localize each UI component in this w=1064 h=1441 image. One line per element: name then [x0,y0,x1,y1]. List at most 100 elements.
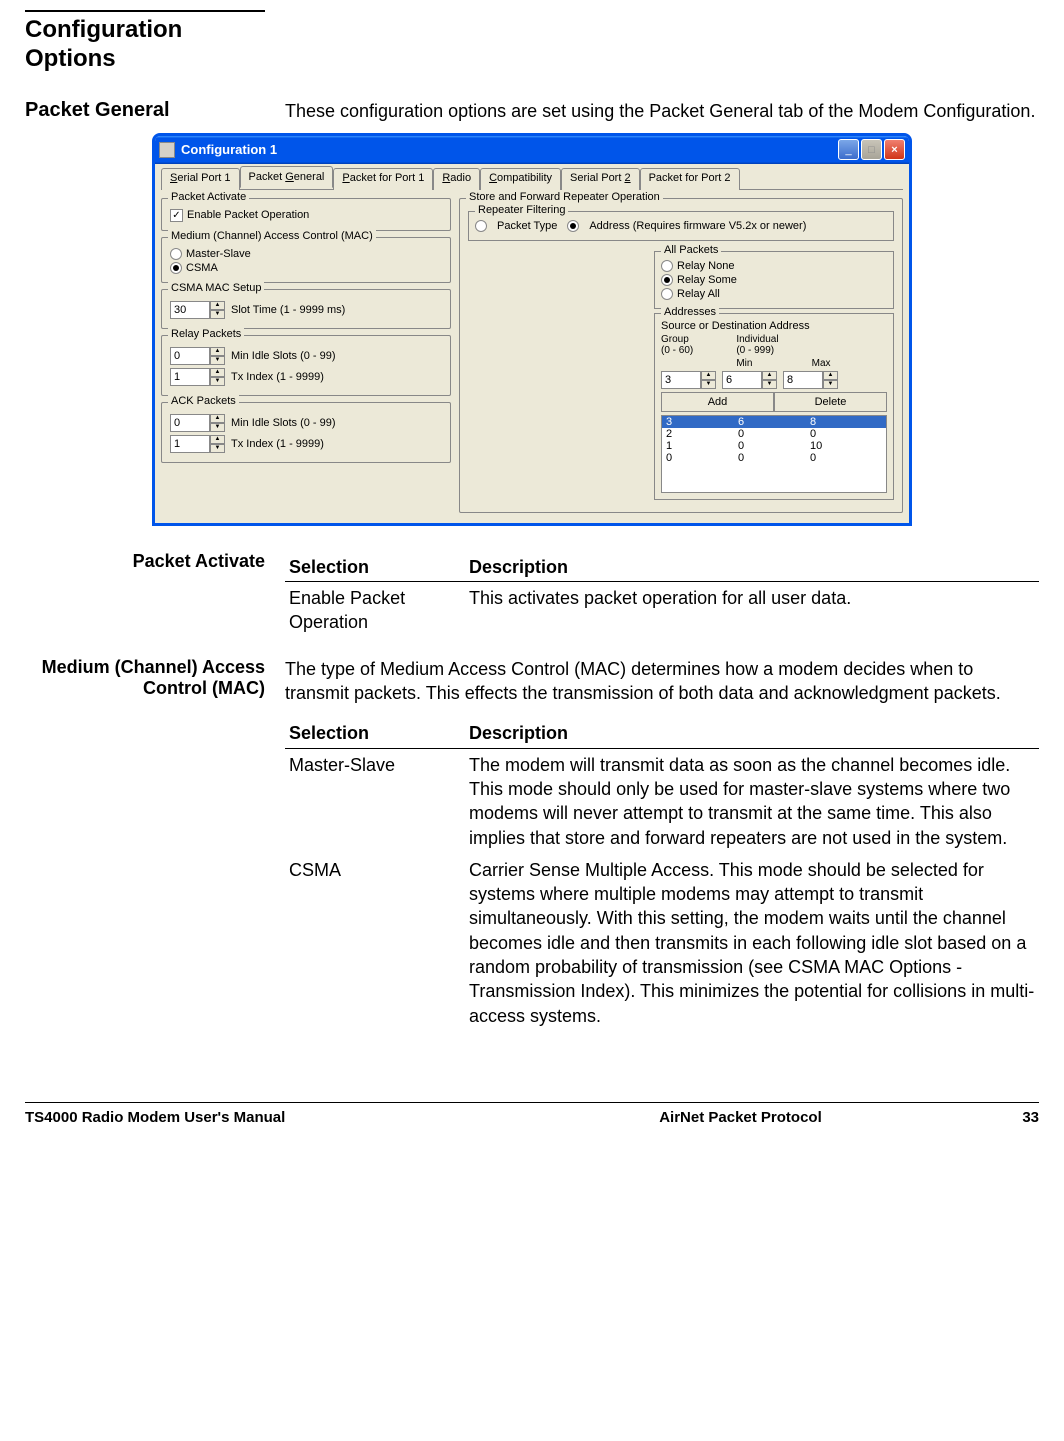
table-packet-activate: SelectionDescription Enable Packet Opera… [285,553,1039,639]
tab-packet-general[interactable]: Packet General [240,166,334,188]
tab-serial-port-2[interactable]: Serial Port 2 [561,168,640,190]
input-max[interactable] [783,371,823,389]
close-button[interactable]: × [884,139,905,160]
radio-csma-label: CSMA [186,262,218,274]
maximize-button[interactable]: □ [861,139,882,160]
group-addresses: Addresses Source or Destination Address … [654,313,894,500]
input-min[interactable] [722,371,762,389]
radio-relay-none[interactable] [661,260,673,272]
page-footer: TS4000 Radio Modem User's Manual AirNet … [25,1102,1039,1126]
radio-relay-all[interactable] [661,288,673,300]
list-item[interactable]: 200 [662,428,886,440]
app-icon [159,142,175,158]
footer-right: 33 [979,1109,1039,1126]
titlebar[interactable]: Configuration 1 _ □ × [155,136,909,164]
arrow-down-icon[interactable]: ▼ [210,310,225,319]
radio-relay-none-label: Relay None [677,260,734,272]
arrow-up-icon[interactable]: ▲ [823,371,838,380]
tab-packet-for-port-1[interactable]: Packet for Port 1 [333,168,433,190]
label-ack-min-idle: Min Idle Slots (0 - 99) [231,417,336,429]
radio-relay-some[interactable] [661,274,673,286]
spinner-ack-min-idle[interactable]: ▲▼ [170,414,225,432]
arrow-up-icon[interactable]: ▲ [762,371,777,380]
arrow-up-icon[interactable]: ▲ [701,371,716,380]
spinner-slot-time[interactable]: ▲▼ [170,301,225,319]
group-csma-setup: CSMA MAC Setup ▲▼ Slot Time (1 - 9999 ms… [161,289,451,329]
footer-center: AirNet Packet Protocol [502,1109,979,1126]
list-item[interactable]: 1010 [662,440,886,452]
label-group: Group [661,334,689,345]
arrow-up-icon[interactable]: ▲ [210,368,225,377]
radio-csma[interactable] [170,262,182,274]
arrow-down-icon[interactable]: ▼ [701,380,716,389]
label-slot-time: Slot Time (1 - 9999 ms) [231,304,345,316]
spinner-ack-tx[interactable]: ▲▼ [170,435,225,453]
add-button[interactable]: Add [661,392,774,412]
arrow-up-icon[interactable]: ▲ [210,435,225,444]
checkbox-enable-packet[interactable]: ✓ [170,209,183,222]
arrow-down-icon[interactable]: ▼ [210,356,225,365]
group-relay-packets: Relay Packets ▲▼ Min Idle Slots (0 - 99)… [161,335,451,396]
tab-packet-for-port-2[interactable]: Packet for Port 2 [640,168,740,190]
section-title: Configuration Options [25,16,1039,74]
radio-relay-some-label: Relay Some [677,274,737,286]
minimize-button[interactable]: _ [838,139,859,160]
arrow-down-icon[interactable]: ▼ [210,377,225,386]
input-ack-tx[interactable] [170,435,210,453]
input-relay-min-idle[interactable] [170,347,210,365]
checkbox-enable-packet-label: Enable Packet Operation [187,209,309,221]
tab-serial-port-1[interactable]: Serial Port 1 [161,168,240,190]
sub-heading: Packet General [25,99,265,123]
address-listbox[interactable]: 3682001010000 [661,415,887,493]
th-selection-mac: Selection [285,719,465,748]
tab-radio[interactable]: Radio [433,168,480,190]
group-mac: Medium (Channel) Access Control (MAC) Ma… [161,237,451,283]
arrow-up-icon[interactable]: ▲ [210,301,225,310]
input-ack-min-idle[interactable] [170,414,210,432]
delete-button[interactable]: Delete [774,392,887,412]
list-item[interactable]: 000 [662,452,886,464]
mac-intro: The type of Medium Access Control (MAC) … [285,657,1039,706]
td-master-slave: Master-Slave [285,748,465,854]
spinner-min[interactable]: ▲▼ [722,371,777,389]
label-indiv-range: (0 - 999) [736,345,774,356]
group-ack-packets: ACK Packets ▲▼ Min Idle Slots (0 - 99) ▲… [161,402,451,463]
radio-master-slave[interactable] [170,248,182,260]
arrow-up-icon[interactable]: ▲ [210,347,225,356]
list-item[interactable]: 368 [662,416,886,428]
th-description-mac: Description [465,719,1039,748]
arrow-down-icon[interactable]: ▼ [762,380,777,389]
label-relay-tx: Tx Index (1 - 9999) [231,371,324,383]
arrow-down-icon[interactable]: ▼ [210,423,225,432]
input-slot-time[interactable] [170,301,210,319]
radio-address[interactable] [567,220,579,232]
label-min: Min [736,358,811,369]
header-rule [25,10,265,12]
arrow-up-icon[interactable]: ▲ [210,414,225,423]
label-max: Max [812,358,887,369]
input-group[interactable] [661,371,701,389]
group-repeater-filtering: Repeater Filtering Packet Type Address (… [468,211,894,241]
radio-packet-type[interactable] [475,220,487,232]
td-master-slave-desc: The modem will transmit data as soon as … [465,748,1039,854]
legend-csma: CSMA MAC Setup [168,282,264,294]
input-relay-tx[interactable] [170,368,210,386]
arrow-down-icon[interactable]: ▼ [210,444,225,453]
window-title: Configuration 1 [181,142,838,157]
td-enable-packet: Enable Packet Operation [285,582,465,639]
legend-mac: Medium (Channel) Access Control (MAC) [168,230,376,242]
radio-packet-type-label: Packet Type [497,220,557,232]
table-mac: SelectionDescription Master-SlaveThe mod… [285,719,1039,1032]
label-ack-tx: Tx Index (1 - 9999) [231,438,324,450]
spinner-max[interactable]: ▲▼ [783,371,838,389]
th-selection: Selection [285,553,465,582]
spinner-group[interactable]: ▲▼ [661,371,716,389]
tab-compatibility[interactable]: Compatibility [480,168,561,190]
group-all-packets: All Packets Relay None Relay Some Relay … [654,251,894,309]
spinner-relay-tx[interactable]: ▲▼ [170,368,225,386]
th-description: Description [465,553,1039,582]
spinner-relay-min-idle[interactable]: ▲▼ [170,347,225,365]
label-src-dest: Source or Destination Address [661,320,887,332]
arrow-down-icon[interactable]: ▼ [823,380,838,389]
tabstrip: Serial Port 1 Packet General Packet for … [161,168,903,190]
